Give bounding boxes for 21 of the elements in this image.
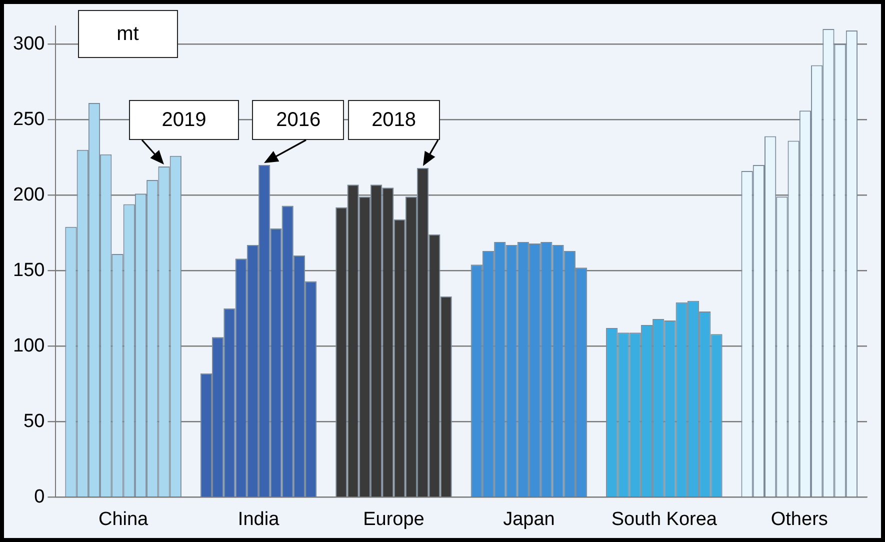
x-tick-label: Europe <box>363 508 424 530</box>
x-tick-label: China <box>98 508 149 530</box>
label-frame: mt <box>78 10 178 58</box>
y-tick-label: 50 <box>24 410 45 432</box>
y-tick-label: 0 <box>34 486 45 508</box>
annotation: 2016 <box>276 108 321 132</box>
callout-frame: 2019 <box>129 100 239 140</box>
x-tick-label: India <box>238 508 280 530</box>
y-tick-label: 250 <box>13 108 45 130</box>
x-tick-label: Japan <box>503 508 555 530</box>
annotation: 2018 <box>372 108 416 132</box>
y-axis-title: mt <box>116 22 139 46</box>
x-tick-label: South Korea <box>611 508 718 530</box>
callout-frame: 2018 <box>348 100 440 140</box>
y-tick-label: 300 <box>13 33 45 54</box>
y-tick-label: 150 <box>13 260 45 281</box>
callout-frame: 2016 <box>252 100 344 140</box>
annotation: 2019 <box>162 108 206 132</box>
x-tick-label: Others <box>770 508 828 530</box>
y-tick-label: 200 <box>13 184 45 206</box>
y-tick-label: 100 <box>13 335 45 356</box>
